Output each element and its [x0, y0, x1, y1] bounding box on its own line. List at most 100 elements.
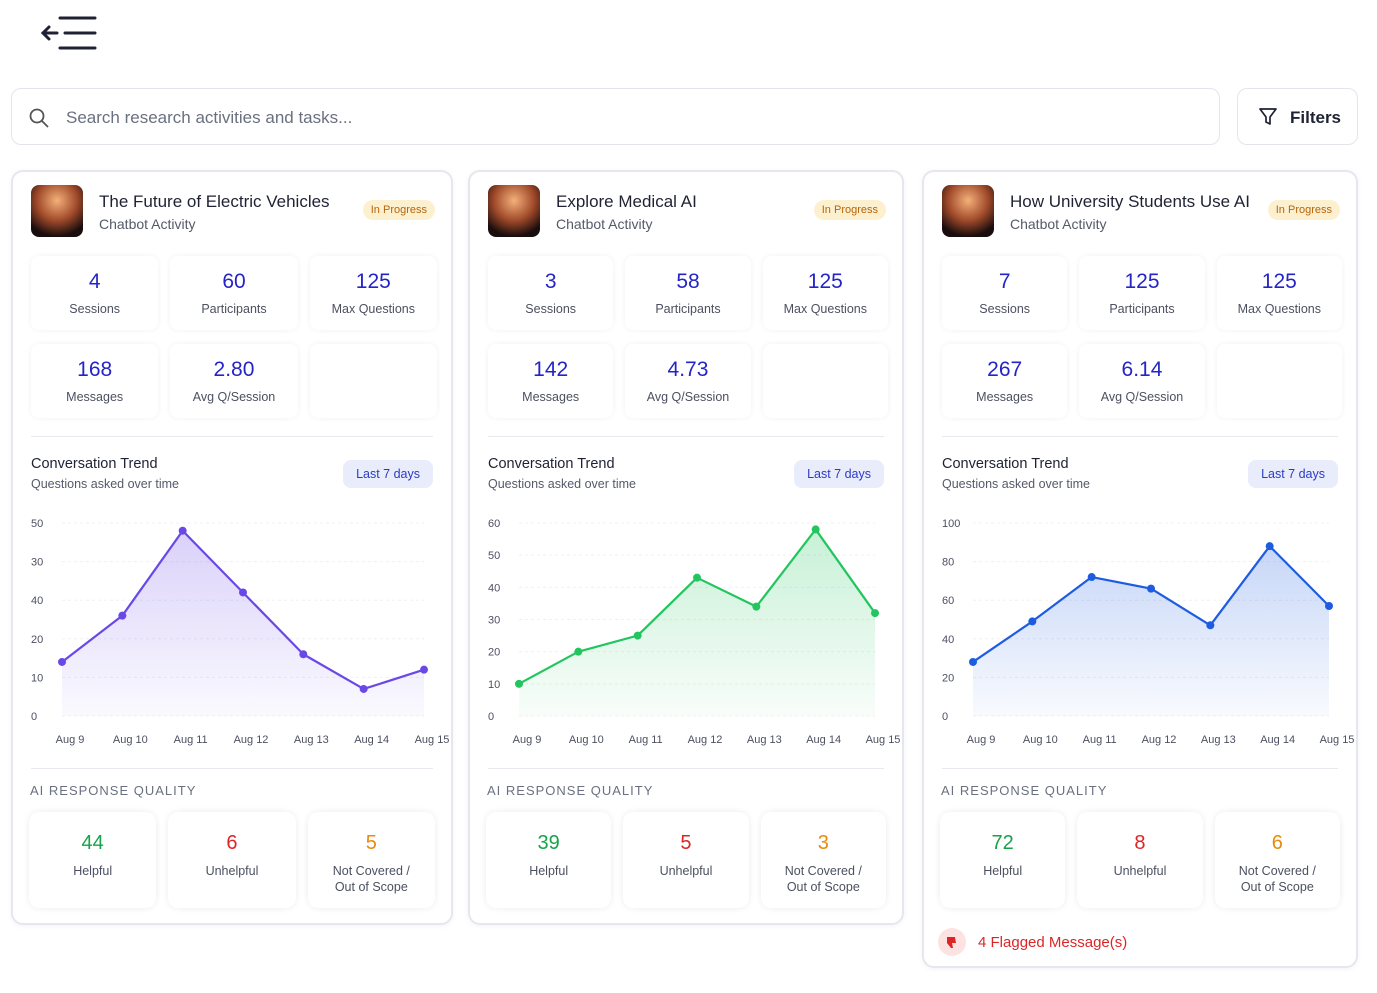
- stat-label: Messages: [66, 390, 124, 404]
- x-tick-label: Aug 14: [1260, 734, 1295, 746]
- quality-label: Unhelpful: [1113, 864, 1167, 878]
- data-point: [299, 650, 308, 659]
- quality-value: 6: [1271, 832, 1283, 854]
- quality-value: 3: [817, 832, 829, 854]
- trend-area: [973, 546, 1329, 716]
- data-point: [1028, 617, 1037, 626]
- card-title: The Future of Electric Vehicles: [99, 192, 330, 211]
- x-tick-label: Aug 10: [1023, 734, 1058, 746]
- quality-title: AI RESPONSE QUALITY: [487, 783, 654, 798]
- stat-label: Max Questions: [783, 302, 867, 316]
- y-tick-label: 60: [942, 595, 954, 607]
- stat-box: 4.73 Avg Q/Session: [625, 344, 751, 418]
- stat-box: 7 Sessions: [942, 256, 1068, 330]
- y-tick-label: 0: [31, 711, 37, 723]
- range-pill[interactable]: Last 7 days: [794, 460, 884, 488]
- y-tick-label: 40: [942, 634, 954, 646]
- stat-label: Max Questions: [331, 302, 415, 316]
- quality-value: 5: [680, 832, 692, 854]
- y-tick-label: 10: [31, 672, 43, 684]
- stat-label: Participants: [1109, 302, 1175, 316]
- filter-icon: [1259, 108, 1277, 125]
- data-point: [359, 684, 368, 693]
- activity-card[interactable]: Explore Medical AI Chatbot Activity In Pro…: [468, 170, 904, 925]
- stat-box: 125 Participants: [1079, 256, 1205, 330]
- divider: [31, 768, 433, 769]
- x-tick-label: Aug 9: [56, 734, 85, 746]
- data-point: [1087, 573, 1096, 582]
- quality-value: 44: [81, 832, 104, 854]
- data-point: [58, 657, 66, 666]
- activity-card[interactable]: The Future of Electric Vehicles Chatbot A…: [11, 170, 453, 925]
- filters-button[interactable]: Filters: [1237, 88, 1358, 145]
- stat-label: Sessions: [69, 302, 121, 316]
- card-title: How University Students Use AI: [1010, 192, 1250, 211]
- quality-label: Not Covered / Out of Scope: [332, 864, 410, 894]
- stat-value: 125: [355, 270, 391, 293]
- divider: [488, 436, 884, 437]
- data-point: [178, 526, 187, 535]
- data-point: [1206, 621, 1215, 630]
- data-point: [752, 602, 761, 611]
- search-icon: [29, 108, 49, 128]
- stat-label: Sessions: [525, 302, 577, 316]
- stat-box: 125 Max Questions: [762, 256, 888, 330]
- activity-icon: [942, 185, 994, 237]
- y-tick-label: 40: [31, 595, 43, 607]
- y-tick-label: 0: [942, 711, 948, 723]
- data-point: [1147, 584, 1155, 593]
- quality-box: 6 Not Covered / Out of Scope: [1214, 812, 1340, 908]
- trend-chart: 0 10 20 40 30 50 Aug 9 Aug 10 Aug 11 Aug 12 Aug 13…: [31, 518, 449, 746]
- quality-box: 44 Helpful: [29, 812, 157, 908]
- y-tick-label: 50: [488, 550, 500, 562]
- stat-box-empty: [309, 344, 437, 418]
- y-tick-label: 10: [488, 679, 500, 691]
- stat-value: 3: [544, 270, 557, 293]
- divider: [488, 768, 884, 769]
- stat-box-empty: [762, 344, 888, 418]
- y-tick-label: 20: [31, 634, 43, 646]
- stat-value: 125: [1261, 270, 1297, 293]
- filters-label: Filters: [1290, 108, 1342, 127]
- quality-label: Helpful: [983, 864, 1023, 878]
- stat-label: Participants: [655, 302, 721, 316]
- range-pill[interactable]: Last 7 days: [1248, 460, 1338, 488]
- quality-box: 5 Unhelpful: [623, 812, 749, 908]
- divider: [942, 768, 1338, 769]
- x-tick-label: Aug 15: [866, 734, 901, 746]
- x-tick-label: Aug 13: [1201, 734, 1236, 746]
- x-tick-label: Aug 12: [1142, 734, 1177, 746]
- search-box[interactable]: Search research activities and tasks...: [11, 88, 1220, 145]
- status-badge: In Progress: [362, 200, 435, 220]
- stat-box: 2.80 Avg Q/Session: [170, 344, 298, 418]
- quality-box: 72 Helpful: [940, 812, 1066, 908]
- stat-box: 125 Max Questions: [1216, 256, 1342, 330]
- quality-box: 3 Not Covered / Out of Scope: [760, 812, 886, 908]
- status-badge: In Progress: [1267, 200, 1340, 220]
- stat-value: 4.73: [667, 358, 709, 381]
- data-point: [811, 525, 820, 534]
- quality-label: Not Covered / Out of Scope: [1238, 864, 1316, 894]
- quality-value: 5: [365, 832, 377, 854]
- stat-box: 125 Max Questions: [309, 256, 437, 330]
- stat-value: 60: [222, 270, 246, 293]
- quality-value: 6: [226, 832, 238, 854]
- quality-label: Helpful: [73, 864, 113, 878]
- x-tick-label: Aug 9: [967, 734, 996, 746]
- status-badge: In Progress: [813, 200, 886, 220]
- stat-value: 125: [1124, 270, 1160, 293]
- stat-box: 58 Participants: [625, 256, 751, 330]
- data-point: [1265, 542, 1274, 551]
- data-point: [1325, 601, 1333, 610]
- stat-value: 7: [998, 270, 1011, 293]
- y-tick-label: 20: [942, 672, 954, 684]
- stat-box-empty: [1216, 344, 1342, 418]
- menu-toggle[interactable]: [40, 15, 100, 53]
- activity-card[interactable]: How University Students Use AI Chatbot Ac…: [922, 170, 1358, 968]
- flagged-messages[interactable]: 4 Flagged Message(s): [978, 934, 1128, 951]
- range-pill[interactable]: Last 7 days: [343, 460, 433, 488]
- data-point: [420, 665, 428, 674]
- x-tick-label: Aug 12: [688, 734, 723, 746]
- stat-value: 168: [77, 358, 113, 381]
- card-subtitle: Chatbot Activity: [99, 216, 196, 232]
